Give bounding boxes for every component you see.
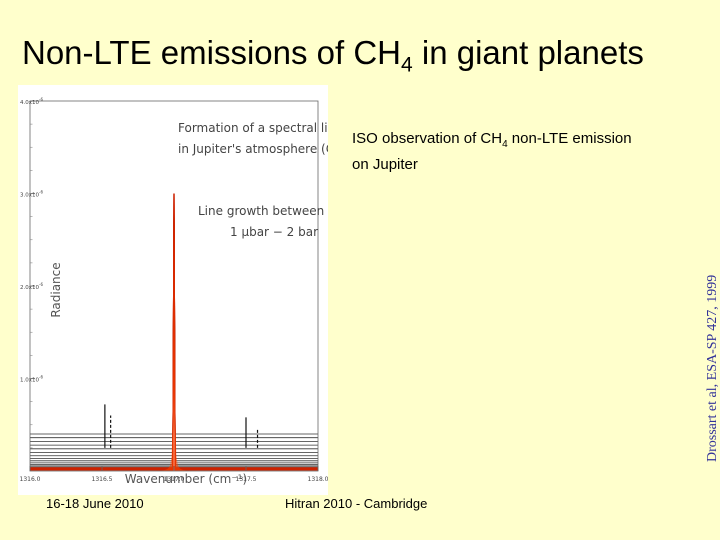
- footer-date: 16-18 June 2010: [46, 496, 144, 511]
- y-tick-label-2: 2.0x10-6: [20, 282, 43, 291]
- slide-title-suffix: in giant planets: [412, 34, 644, 71]
- y-tick-label-1: 1.0x10-6: [20, 375, 43, 384]
- chart-xlabel: Wavenumber (cm⁻¹): [125, 472, 247, 486]
- chart-ticks: 1316.0 1316.5 1317.0 1317.5 1318.0 1.0x10-6 2.…: [20, 97, 329, 483]
- x-tick-label-2: 1316.5: [92, 476, 113, 483]
- x-tick-label-4: 1317.5: [236, 476, 257, 483]
- chart-canvas: 1316.0 1316.5 1317.0 1317.5 1318.0 1.0x10-6 2.…: [18, 85, 328, 495]
- y-tick-label-3: 3.0x10-6: [20, 190, 43, 199]
- slide-title-subscript: 4: [401, 53, 413, 77]
- chart-ylabel: Radiance: [49, 262, 63, 317]
- slide-title: Non-LTE emissions of CH4 in giant planet…: [22, 34, 644, 78]
- reference-citation: Drossart et al, ESA-SP 427, 1999: [705, 274, 720, 462]
- x-tick-label-1: 1316.0: [20, 476, 41, 483]
- y-tick-label-4: 4.0x10-6: [20, 97, 43, 106]
- x-tick-label-3: 1317.0: [164, 476, 185, 483]
- footer-conference: Hitran 2010 - Cambridge: [285, 496, 428, 511]
- x-tick-label-5: 1318.0: [308, 476, 329, 483]
- line-profiles: [30, 193, 318, 471]
- caption-suffix: non-LTE emission on Jupiter: [352, 130, 632, 173]
- caption-prefix: ISO observation of CH: [352, 130, 503, 147]
- chart-annotation: Line growth between 1 μbar − 2 bar: [198, 204, 324, 239]
- line-core-fill: [30, 193, 318, 471]
- slide-title-prefix: Non-LTE emissions of CH: [22, 34, 402, 71]
- spectral-line-chart: 1316.0 1316.5 1317.0 1317.5 1318.0 1.0x10-6 2.…: [18, 85, 328, 495]
- chart-title: Formation of a spectral line in Jupiter's…: [178, 121, 328, 160]
- observation-caption: ISO observation of CH4 non-LTE emission …: [352, 129, 652, 175]
- caption-subscript: 4: [502, 139, 508, 150]
